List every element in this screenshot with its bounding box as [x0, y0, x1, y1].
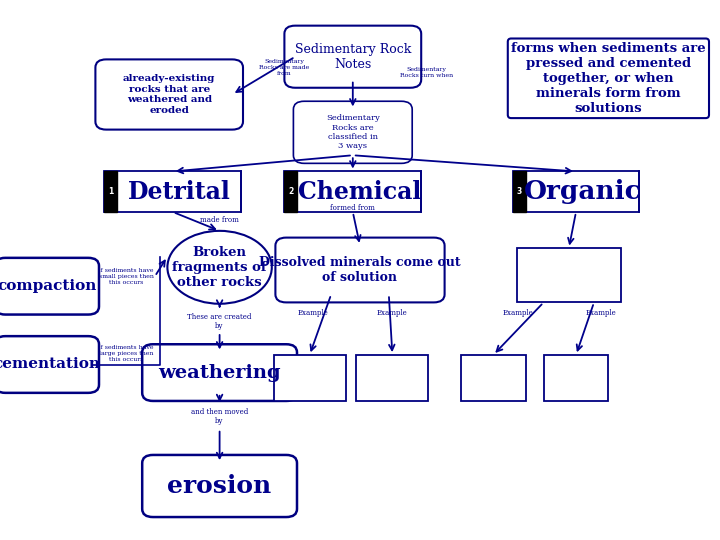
Bar	[513, 172, 526, 212]
FancyBboxPatch shape	[143, 345, 297, 401]
FancyBboxPatch shape	[275, 238, 444, 302]
Text: weathering: weathering	[158, 363, 281, 382]
Text: Example: Example	[586, 309, 616, 317]
FancyBboxPatch shape	[0, 258, 99, 314]
Bar	[284, 172, 297, 212]
Text: Sedimentary
Rocks are made
from: Sedimentary Rocks are made from	[259, 59, 310, 76]
FancyBboxPatch shape	[513, 172, 639, 212]
Text: Sedimentary
Rocks are
classified in
3 ways: Sedimentary Rocks are classified in 3 wa…	[326, 114, 379, 150]
Text: formed from: formed from	[330, 204, 375, 212]
Text: and then moved
by: and then moved by	[191, 408, 248, 426]
Bar	[461, 355, 526, 401]
Text: Example: Example	[377, 309, 408, 317]
Bar	[544, 355, 608, 401]
Text: Organic: Organic	[523, 179, 642, 204]
Text: Detrital: Detrital	[128, 180, 230, 204]
Text: These are created
by: These are created by	[187, 313, 252, 330]
FancyBboxPatch shape	[0, 336, 99, 393]
Bar	[517, 248, 621, 302]
Text: 1: 1	[108, 187, 114, 196]
Bar	[104, 172, 117, 212]
Text: 2: 2	[288, 187, 294, 196]
Text: If sediments have
large pieces then
this occurs: If sediments have large pieces then this…	[98, 346, 154, 362]
FancyBboxPatch shape	[284, 25, 421, 87]
Text: made from: made from	[200, 217, 239, 224]
Bar	[356, 355, 428, 401]
Text: forms when sediments are
pressed and cemented
together, or when
minerals form fr: forms when sediments are pressed and cem…	[511, 42, 706, 115]
Text: cementation: cementation	[0, 357, 100, 372]
Text: If sediments have
small pieces then
this occurs: If sediments have small pieces then this…	[98, 268, 154, 285]
Text: Sedimentary
Rocks turn when: Sedimentary Rocks turn when	[400, 68, 453, 78]
FancyBboxPatch shape	[143, 455, 297, 517]
Text: Chemical: Chemical	[297, 180, 421, 204]
Text: already-existing
rocks that are
weathered and
eroded: already-existing rocks that are weathere…	[123, 75, 215, 114]
FancyBboxPatch shape	[104, 172, 241, 212]
FancyBboxPatch shape	[294, 102, 412, 163]
FancyBboxPatch shape	[284, 172, 421, 212]
Text: erosion: erosion	[168, 474, 271, 498]
Bar	[274, 355, 346, 401]
Text: Sedimentary Rock
Notes: Sedimentary Rock Notes	[294, 43, 411, 71]
Text: Example: Example	[298, 309, 328, 317]
Text: Dissolved minerals come out
of solution: Dissolved minerals come out of solution	[259, 256, 461, 284]
FancyBboxPatch shape	[95, 59, 243, 130]
Ellipse shape	[167, 231, 272, 303]
Text: Example: Example	[503, 309, 534, 317]
Text: 3: 3	[517, 187, 522, 196]
Text: compaction: compaction	[0, 279, 96, 293]
Text: Broken
fragments of
other rocks: Broken fragments of other rocks	[172, 246, 267, 289]
